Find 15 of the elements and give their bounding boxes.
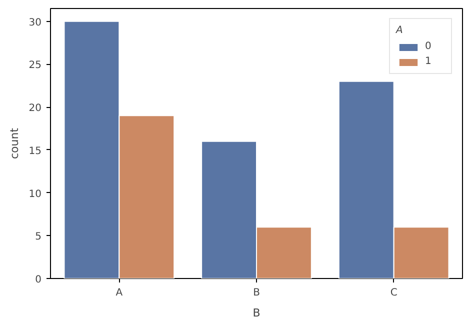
legend-label: 1	[425, 56, 432, 67]
legend-title: A	[396, 25, 404, 36]
y-axis-title: count	[8, 127, 21, 160]
x-tick-label: C	[390, 288, 398, 298]
y-tick-label: 0	[35, 274, 42, 286]
legend-label: 0	[425, 41, 432, 52]
y-tick-label: 10	[28, 188, 42, 200]
x-axis-title: B	[252, 306, 260, 320]
x-tick-label: A	[116, 288, 123, 298]
y-tick-label: 25	[28, 60, 42, 72]
y-tick-label: 30	[28, 17, 42, 28]
x-tick-label: B	[253, 288, 260, 298]
y-tick-label: 15	[28, 146, 42, 157]
y-tick-label: 20	[28, 103, 42, 114]
y-tick-label: 5	[35, 232, 42, 243]
